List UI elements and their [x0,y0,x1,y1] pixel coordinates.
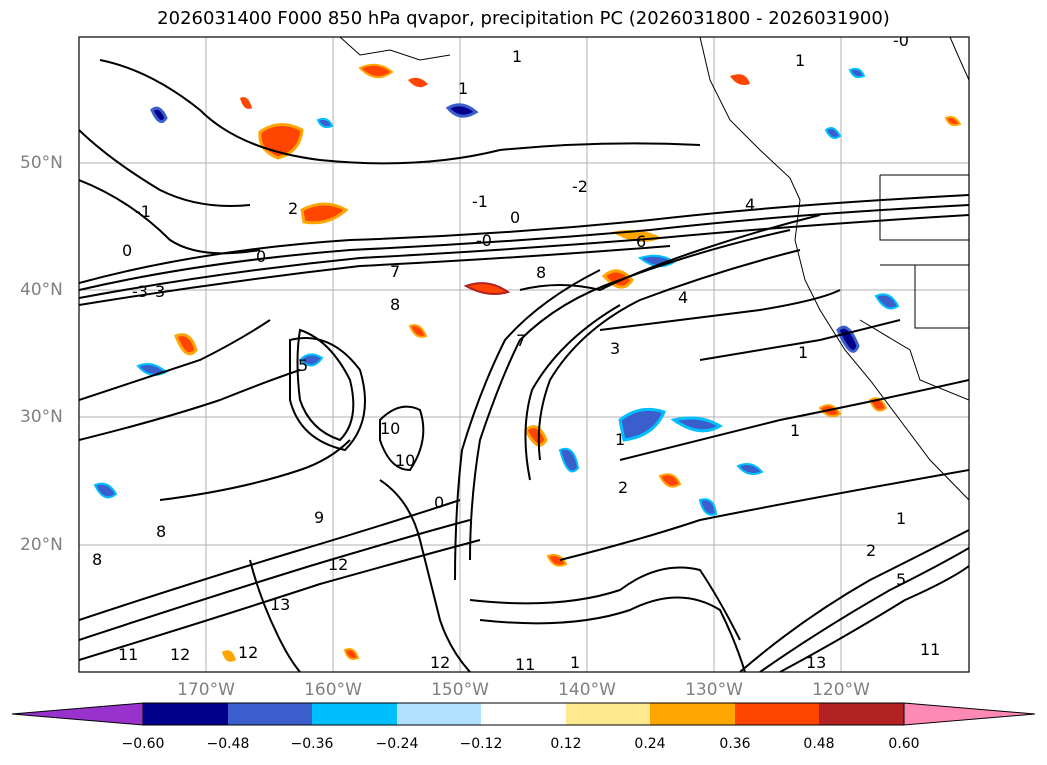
contour-label: 7 [516,331,526,350]
lon-label-160w: 160°W [304,680,362,700]
contour-label: 5 [298,356,308,375]
contour-labels: -0 1 1 -2 -1 0 2 1 0 0 4 -0 6 -1 7 8 -3 … [92,31,940,674]
contour-label: 9 [314,508,324,527]
colorbar-swatch [228,703,312,725]
plot-frame [78,36,970,673]
contour-label: 2 [288,199,298,218]
contour-label: 8 [536,263,546,282]
contour-label: 1 [798,343,808,362]
contour-label: 0 [510,208,520,227]
contour-label: -2 [572,177,588,196]
contour-label: 3 [610,339,620,358]
colorbar-tick-label: −0.36 [290,736,334,752]
contour-label: 10 [380,419,400,438]
contour-label: 12 [328,555,348,574]
colorbar-swatch [650,703,735,725]
contour-label: 13 [806,653,826,672]
contour-label: 5 [896,570,906,589]
colorbar-swatch [566,703,650,725]
contour-label: 1 [458,79,468,98]
contour-label: 10 [395,451,415,470]
colorbar-tick-label: 0.36 [719,736,751,752]
lat-label-20n: 20°N [20,535,63,555]
contour-label: 0 [434,493,444,512]
contour-label: 12 [170,645,190,664]
contour-label: 8 [390,295,400,314]
contour-label: 2 [866,541,876,560]
contour-label: 11 [118,645,138,664]
contour-label: 0 [256,247,266,266]
contour-label: -0 [893,31,909,50]
contour-label: 6 [636,232,646,251]
map-title: 2026031400 F000 850 hPa qvapor, precipit… [157,8,890,29]
colorbar-swatch [481,703,566,725]
contour-label: -1 [472,192,488,211]
colorbar-tick-label: 0.12 [550,736,582,752]
colorbar-extend-low [11,702,144,726]
colorbar-swatch [143,703,228,725]
contour-label: 2 [618,478,628,497]
colorbar-frame [142,702,905,726]
lon-label-120w: 120°W [812,680,870,700]
lat-label-50n: 50°N [20,153,63,173]
colorbar-swatch [312,703,397,725]
colorbar-extend-high [903,702,1036,726]
map-plot-area: -0 1 1 -2 -1 0 2 1 0 0 4 -0 6 -1 7 8 -3 … [79,31,969,674]
lon-label-170w: 170°W [177,680,235,700]
colorbar-swatch [819,703,904,725]
colorbar-tick-label: −0.60 [121,736,165,752]
contour-label: 11 [920,640,940,659]
colorbar [11,702,1036,726]
lon-label-150w: 150°W [431,680,489,700]
precip-shading [93,63,962,662]
contour-label: 0 [122,241,132,260]
coastlines [339,37,969,501]
contour-label: 1 [570,653,580,672]
lon-label-130w: 130°W [685,680,743,700]
contour-label: 3 [155,282,165,301]
colorbar-tick-label: 0.60 [888,736,920,752]
contour-label: 1 [790,421,800,440]
lon-label-140w: 140°W [558,680,616,700]
contour-label: 4 [678,288,688,307]
contour-label: -3 [132,282,148,301]
colorbar-tick-label: 0.48 [803,736,835,752]
contour-label: 8 [156,522,166,541]
lat-label-40n: 40°N [20,280,63,300]
contour-label: -0 [476,231,492,250]
contour-label: 1 [512,47,522,66]
colorbar-tick-label: −0.24 [375,736,419,752]
contour-label: 7 [390,262,400,281]
contour-label: -1 [135,202,151,221]
contour-label: 11 [515,655,535,674]
contour-label: 4 [745,195,755,214]
colorbar-tick-label: −0.12 [459,736,503,752]
contour-label: 12 [238,643,258,662]
contour-label: 8 [92,550,102,569]
contour-label: 13 [270,595,290,614]
colorbar-tick-label: −0.48 [206,736,250,752]
colorbar-swatch [735,703,819,725]
colorbar-tick-label: 0.24 [634,736,666,752]
contour-label: 1 [795,51,805,70]
lat-label-30n: 30°N [20,407,63,427]
contour-label: 12 [430,653,450,672]
qvapor-contours [79,59,969,672]
contour-label: 1 [615,430,625,449]
colorbar-swatch [397,703,481,725]
contour-label: 1 [896,509,906,528]
